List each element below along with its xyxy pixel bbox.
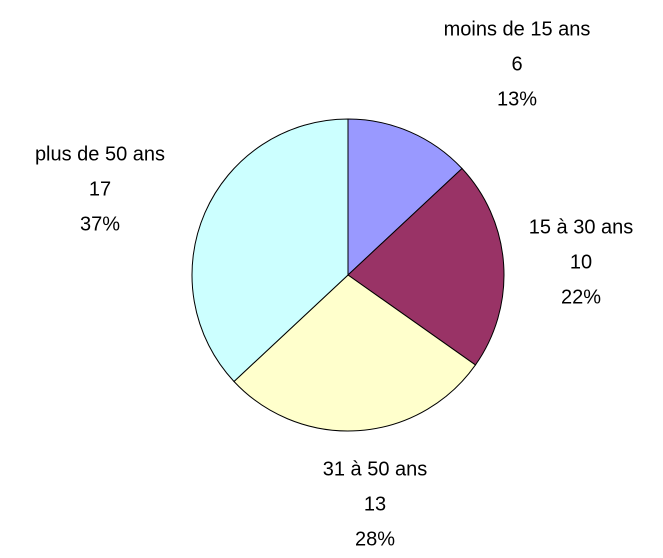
slice-label: 15 à 30 ans	[529, 216, 634, 238]
pie-slice	[347, 167, 505, 366]
slice-label: moins de 15 ans	[444, 18, 591, 40]
slice-percent: 13%	[497, 88, 537, 110]
pie-slice	[233, 274, 477, 432]
slice-value: 10	[570, 251, 592, 273]
slice-label: plus de 50 ans	[35, 143, 165, 165]
slice-value: 6	[511, 53, 522, 75]
slice-label: 31 à 50 ans	[323, 458, 428, 480]
pie-slice	[191, 118, 349, 383]
slice-value: 13	[364, 493, 386, 515]
slice-percent: 37%	[80, 213, 120, 235]
slice-percent: 22%	[561, 286, 601, 308]
pie-slice	[347, 118, 463, 277]
slice-value: 17	[89, 178, 111, 200]
slice-percent: 28%	[355, 528, 395, 550]
